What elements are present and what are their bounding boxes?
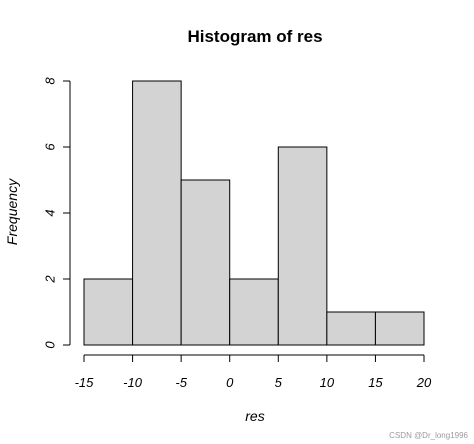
x-tick-label-1: -10 — [123, 375, 143, 390]
histogram-bar-5 — [326, 311, 376, 346]
y-axis: 0 2 4 6 8 — [43, 77, 71, 349]
x-axis-label: res — [245, 408, 264, 424]
y-tick-label-1: 2 — [43, 275, 58, 284]
bars-group — [83, 80, 425, 346]
x-tick-label-4: 5 — [275, 375, 283, 390]
x-tick-label-2: -5 — [175, 375, 187, 390]
x-axis: -15 -10 -5 0 5 10 15 20 — [75, 354, 432, 390]
y-tick-label-0: 0 — [43, 341, 58, 349]
y-tick-label-2: 4 — [43, 209, 58, 216]
x-tick-label-0: -15 — [75, 375, 95, 390]
y-axis-label: Frequency — [4, 178, 20, 245]
histogram-bar-6 — [374, 311, 425, 346]
histogram-bar-0 — [83, 278, 134, 346]
watermark-text: CSDN @Dr_long1996 — [389, 431, 468, 440]
histogram-bar-2 — [180, 179, 231, 346]
y-tick-label-3: 6 — [43, 143, 58, 151]
histogram-bar-4 — [277, 146, 328, 346]
chart-title: Histogram of res — [187, 27, 322, 46]
x-tick-label-6: 15 — [368, 375, 383, 390]
x-tick-label-5: 10 — [320, 375, 335, 390]
x-tick-label-7: 20 — [416, 375, 432, 390]
y-tick-label-4: 8 — [43, 77, 58, 85]
histogram-bar-1 — [132, 80, 182, 346]
histogram-bar-3 — [229, 278, 279, 346]
x-tick-label-3: 0 — [226, 375, 234, 390]
